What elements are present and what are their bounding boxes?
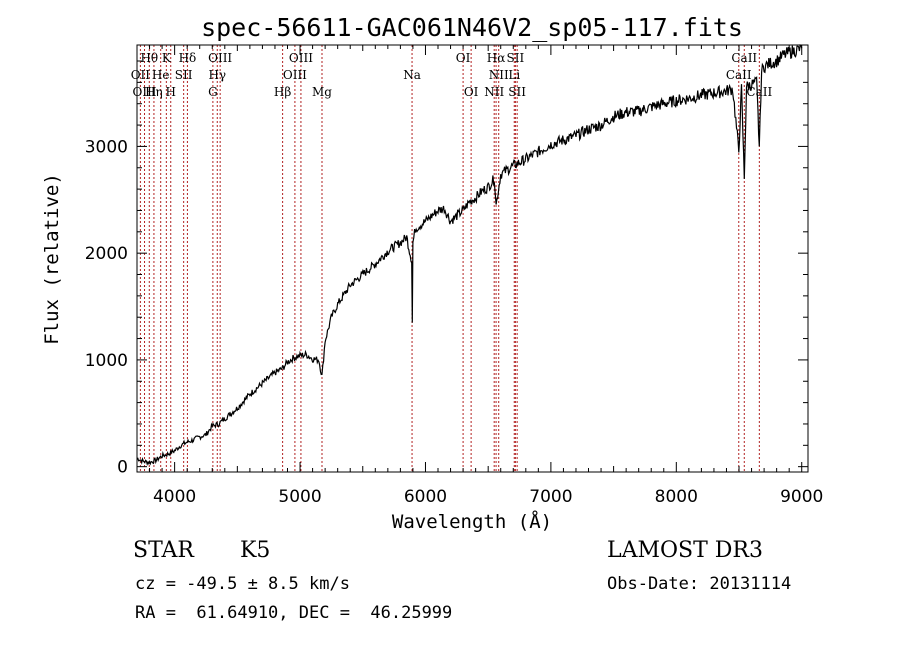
coordinates: RA = 61.64910, DEC = 46.25999 xyxy=(135,603,453,623)
object-class: STAR xyxy=(133,538,194,563)
marker-label-SII: SII xyxy=(175,68,193,82)
marker-label-Hθ: Hθ xyxy=(140,51,158,65)
emission-line-markers xyxy=(139,45,760,472)
marker-label-OI: OI xyxy=(464,85,479,99)
x-axis-label: Wavelength (Å) xyxy=(392,510,552,533)
marker-label-SII: SII xyxy=(508,85,526,99)
obs-date: Obs-Date: 20131114 xyxy=(607,574,792,594)
y-axis-label: Flux (relative) xyxy=(41,173,63,345)
x-tick-label: 6000 xyxy=(404,487,447,507)
marker-label-Hδ: Hδ xyxy=(179,51,197,65)
marker-label-CaII: CaII xyxy=(746,85,772,99)
x-tick-label: 7000 xyxy=(529,487,572,507)
x-axis-ticks: 4000 5000 6000 7000 8000 9000 xyxy=(149,45,823,507)
spectrum-line xyxy=(137,44,803,467)
chart-title: spec-56611-GAC061N46V2_sp05-117.fits xyxy=(201,13,743,42)
marker-label-He: He xyxy=(152,68,170,82)
marker-label-CaII: CaII xyxy=(731,51,757,65)
x-tick-label: 8000 xyxy=(655,487,698,507)
x-tick-label: 9000 xyxy=(780,487,823,507)
marker-label-OIII: OIII xyxy=(132,85,156,99)
marker-label-SII: SII xyxy=(507,51,525,65)
marker-label-OIII: OIII xyxy=(289,51,313,65)
y-tick-label: 0 xyxy=(117,458,128,478)
marker-label-H: H xyxy=(166,85,176,99)
y-tick-label: 1000 xyxy=(85,351,128,371)
marker-label-OIII: OIII xyxy=(208,51,232,65)
marker-label-Hβ: Hβ xyxy=(274,85,291,99)
marker-label-G: G xyxy=(208,85,218,99)
marker-label-OI: OI xyxy=(456,51,471,65)
marker-label-OII: OII xyxy=(131,68,151,82)
object-subclass: K5 xyxy=(240,538,271,563)
marker-label-NII: NII xyxy=(484,85,504,99)
marker-label-Hγ: Hγ xyxy=(208,68,226,82)
marker-label-Na: Na xyxy=(403,68,421,82)
x-tick-label: 4000 xyxy=(153,487,196,507)
x-tick-label: 5000 xyxy=(278,487,321,507)
marker-label-NII: NII xyxy=(489,68,509,82)
survey-name: LAMOST DR3 xyxy=(607,538,763,563)
y-axis-ticks: 0 1000 2000 3000 xyxy=(85,60,808,478)
redshift-line: cz = -49.5 ± 8.5 km/s xyxy=(135,574,350,594)
marker-label-Hη: Hη xyxy=(145,85,163,99)
marker-label-Li: Li xyxy=(508,68,520,82)
marker-label-OIII: OIII xyxy=(283,68,307,82)
marker-label-K: K xyxy=(162,51,172,65)
y-tick-label: 2000 xyxy=(85,244,128,264)
marker-label-Mg: Mg xyxy=(312,85,332,99)
plot-frame xyxy=(136,44,809,473)
emission-line-labels: Hθ OII OIII He Hη K H SII Hδ OIII Hγ G Hβ OIII OIII Mg N… xyxy=(131,51,773,99)
marker-label-CaII: CaII xyxy=(726,68,752,82)
marker-label-Hα: Hα xyxy=(487,51,506,65)
y-tick-label: 3000 xyxy=(85,137,128,157)
